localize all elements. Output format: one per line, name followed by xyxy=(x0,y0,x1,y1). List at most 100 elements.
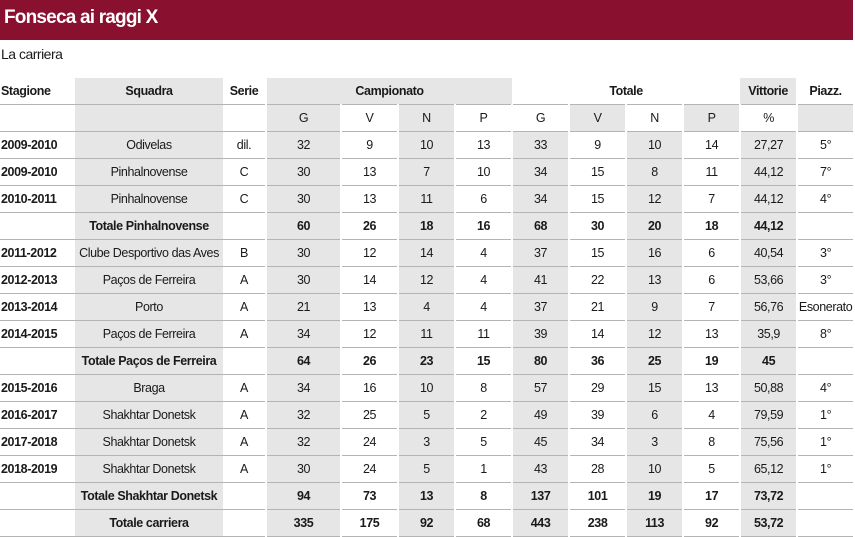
totale-g-cell: 80 xyxy=(511,347,571,375)
totale-n-cell: 12 xyxy=(626,320,685,348)
serie-cell: C xyxy=(223,185,267,213)
vittorie-pct-cell: 35,9 xyxy=(740,320,799,348)
totale-v-cell: 15 xyxy=(569,185,628,213)
campionato-v-cell: 12 xyxy=(341,239,399,267)
campionato-g-cell: 30 xyxy=(266,266,342,294)
vittorie-pct-cell: 27,27 xyxy=(740,131,799,159)
campionato-p-cell: 13 xyxy=(455,131,514,159)
campionato-n-cell: 92 xyxy=(398,509,456,537)
season-cell xyxy=(0,482,75,510)
totale-p-cell: 4 xyxy=(683,401,742,429)
total-row: Totale Pinhalnovense 60 26 18 16 68 30 20 18 44,1… xyxy=(0,212,854,240)
piazzamento-cell: 1° xyxy=(797,455,854,483)
serie-cell: A xyxy=(223,320,267,348)
totale-n-cell: 6 xyxy=(626,401,685,429)
piazzamento-cell xyxy=(797,482,854,510)
campionato-n-cell: 7 xyxy=(398,158,456,186)
subheader-totale-g: G xyxy=(511,104,571,132)
season-row: 2010-2011 Pinhalnovense C 30 13 11 6 34 15 12 7 44,… xyxy=(0,185,854,213)
subheader-empty xyxy=(223,104,267,132)
piazzamento-cell: 3° xyxy=(797,266,854,294)
campionato-n-cell: 5 xyxy=(398,455,456,483)
piazzamento-cell: 3° xyxy=(797,239,854,267)
totale-p-cell: 7 xyxy=(683,185,742,213)
team-cell: Pinhalnovense xyxy=(75,158,223,186)
season-row: 2015-2016 Braga A 34 16 10 8 57 29 15 13 50,88 4° xyxy=(0,374,854,402)
totale-v-cell: 21 xyxy=(569,293,628,321)
subheader-campionato-v: V xyxy=(341,104,399,132)
campionato-p-cell: 8 xyxy=(455,482,514,510)
campionato-p-cell: 68 xyxy=(455,509,514,537)
totale-g-cell: 34 xyxy=(511,158,571,186)
season-cell: 2018-2019 xyxy=(0,455,75,483)
career-table-body: Stagione Squadra Serie Campionato Totale… xyxy=(0,78,854,537)
totale-p-cell: 7 xyxy=(683,293,742,321)
vittorie-pct-cell: 56,76 xyxy=(740,293,799,321)
totale-n-cell: 16 xyxy=(626,239,685,267)
season-cell: 2017-2018 xyxy=(0,428,75,456)
season-cell: 2009-2010 xyxy=(0,158,75,186)
totale-n-cell: 10 xyxy=(626,131,685,159)
campionato-v-cell: 24 xyxy=(341,455,399,483)
totale-v-cell: 101 xyxy=(569,482,628,510)
season-row: 2009-2010 Pinhalnovense C 30 13 7 10 34 15 8 11 44,… xyxy=(0,158,854,186)
campionato-v-cell: 24 xyxy=(341,428,399,456)
serie-cell: C xyxy=(223,158,267,186)
season-cell xyxy=(0,509,75,537)
campionato-n-cell: 12 xyxy=(398,266,456,294)
header-serie: Serie xyxy=(223,78,267,105)
campionato-g-cell: 64 xyxy=(266,347,342,375)
season-cell: 2015-2016 xyxy=(0,374,75,402)
campionato-p-cell: 6 xyxy=(455,185,514,213)
season-row: 2011-2012 Clube Desportivo das Aves B 30 12 1… xyxy=(0,239,854,267)
header-row: Stagione Squadra Serie Campionato Totale… xyxy=(0,78,854,105)
team-cell: Totale Pinhalnovense xyxy=(75,212,223,240)
campionato-p-cell: 2 xyxy=(455,401,514,429)
campionato-v-cell: 9 xyxy=(341,131,399,159)
campionato-g-cell: 34 xyxy=(266,374,342,402)
totale-g-cell: 45 xyxy=(511,428,571,456)
campionato-n-cell: 5 xyxy=(398,401,456,429)
season-row: 2013-2014 Porto A 21 13 4 4 37 21 9 7 56,76 Esonerat… xyxy=(0,293,854,321)
piazzamento-cell xyxy=(797,347,854,375)
campionato-v-cell: 13 xyxy=(341,185,399,213)
campionato-p-cell: 8 xyxy=(455,374,514,402)
piazzamento-cell: 1° xyxy=(797,401,854,429)
team-cell: Odivelas xyxy=(75,131,223,159)
piazzamento-cell: 5° xyxy=(797,131,854,159)
piazzamento-cell: 4° xyxy=(797,185,854,213)
campionato-g-cell: 94 xyxy=(266,482,342,510)
campionato-n-cell: 11 xyxy=(398,320,456,348)
vittorie-pct-cell: 50,88 xyxy=(740,374,799,402)
campionato-p-cell: 1 xyxy=(455,455,514,483)
totale-v-cell: 30 xyxy=(569,212,628,240)
campionato-p-cell: 5 xyxy=(455,428,514,456)
team-cell: Totale Paços de Ferreira xyxy=(75,347,223,375)
totale-p-cell: 8 xyxy=(683,428,742,456)
totale-v-cell: 36 xyxy=(569,347,628,375)
campionato-n-cell: 3 xyxy=(398,428,456,456)
campionato-g-cell: 30 xyxy=(266,185,342,213)
campionato-v-cell: 175 xyxy=(341,509,399,537)
totale-v-cell: 39 xyxy=(569,401,628,429)
serie-cell xyxy=(223,509,267,537)
totale-g-cell: 37 xyxy=(511,239,571,267)
team-cell: Totale carriera xyxy=(75,509,223,537)
subheader-empty xyxy=(75,104,223,132)
campionato-v-cell: 73 xyxy=(341,482,399,510)
page-subtitle: La carriera xyxy=(1,46,63,62)
vittorie-pct-cell: 44,12 xyxy=(740,212,799,240)
subheader-row: G V N P G V N P % xyxy=(0,104,854,132)
campionato-n-cell: 14 xyxy=(398,239,456,267)
campionato-n-cell: 10 xyxy=(398,374,456,402)
totale-g-cell: 49 xyxy=(511,401,571,429)
total-row: Totale Paços de Ferreira 64 26 23 15 80 36 25 19… xyxy=(0,347,854,375)
campionato-v-cell: 25 xyxy=(341,401,399,429)
campionato-v-cell: 26 xyxy=(341,212,399,240)
serie-cell: A xyxy=(223,374,267,402)
team-cell: Porto xyxy=(75,293,223,321)
team-cell: Shakhtar Donetsk xyxy=(75,428,223,456)
totale-n-cell: 12 xyxy=(626,185,685,213)
subheader-campionato-p: P xyxy=(455,104,514,132)
season-row: 2018-2019 Shakhtar Donetsk A 30 24 5 1 43 28 10 5 6… xyxy=(0,455,854,483)
